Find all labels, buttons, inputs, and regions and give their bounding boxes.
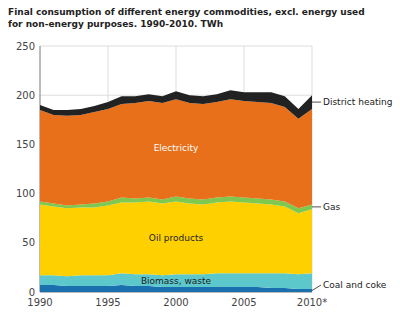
y-tick-label: 0 <box>29 287 35 298</box>
series-label: Oil products <box>149 233 204 243</box>
grid <box>40 46 312 292</box>
label-leader <box>312 206 321 207</box>
series-label: District heating <box>323 97 392 107</box>
areas <box>40 90 312 292</box>
area-layer <box>40 90 312 119</box>
axes: 0 50 100 150 200 250 1990 1995 2000 2005 2010* <box>16 41 327 309</box>
series-label: Gas <box>323 202 340 212</box>
title-line: Final consumption of different energy co… <box>8 7 365 17</box>
y-tick-label: 100 <box>16 188 35 199</box>
y-tick-label: 250 <box>16 41 35 52</box>
area-layer <box>40 201 312 276</box>
x-tick-label: 1990 <box>27 297 52 308</box>
x-tick-label: 2010* <box>297 297 327 308</box>
title-line: for non-energy purposes. 1990-2010. TWh <box>8 19 223 29</box>
x-tick-label: 1995 <box>95 297 120 308</box>
y-tick-label: 200 <box>16 90 35 101</box>
label-leader <box>312 285 321 291</box>
y-tick-label: 50 <box>22 237 35 248</box>
label-leader <box>312 102 321 103</box>
labels: Biomass, waste Oil products Electricity Dis… <box>141 97 392 290</box>
title: Final consumption of different energy co… <box>8 7 365 29</box>
area-layer <box>40 99 312 208</box>
area-layer <box>40 273 312 289</box>
y-tick-label: 150 <box>16 139 35 150</box>
x-tick-label: 2005 <box>231 297 256 308</box>
series-label: Electricity <box>154 143 199 153</box>
series-label: Biomass, waste <box>141 276 212 286</box>
background <box>0 0 400 320</box>
series-label: Coal and coke <box>323 280 387 290</box>
chart: Final consumption of different energy co… <box>0 0 400 320</box>
x-tick-label: 2000 <box>163 297 188 308</box>
